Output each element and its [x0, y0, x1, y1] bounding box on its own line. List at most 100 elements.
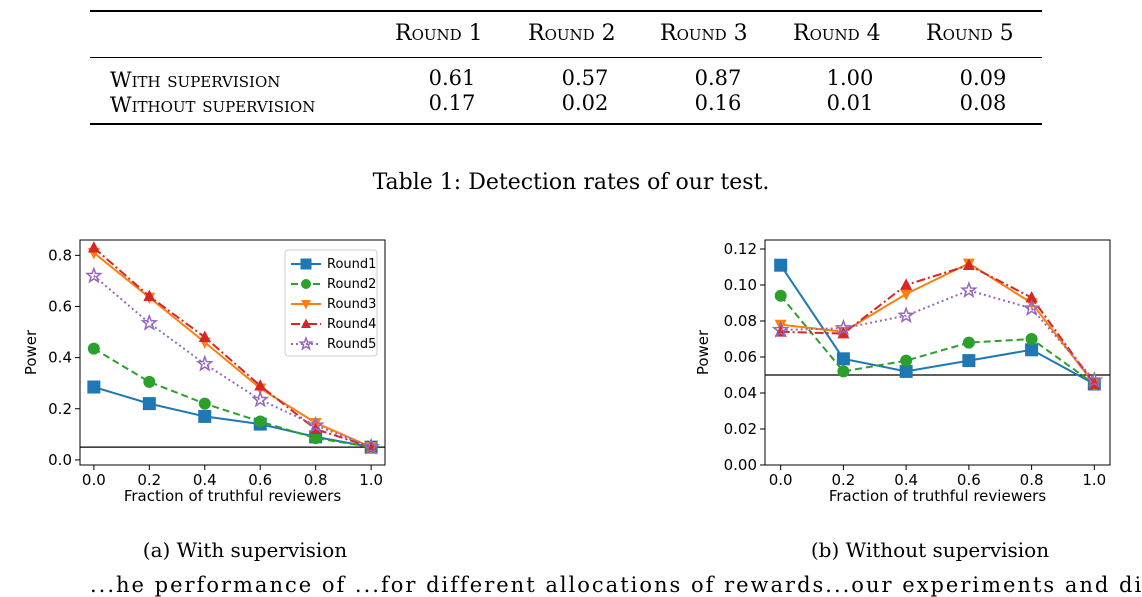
series-line — [93, 386, 372, 449]
series-line — [779, 295, 1095, 385]
row-label-with: With supervision — [110, 68, 281, 92]
legend-label: Round2 — [327, 277, 376, 292]
data-point — [899, 364, 913, 378]
data-point — [897, 306, 916, 324]
plot-a-caption: (a) With supervision — [142, 538, 348, 562]
y-tick-label: 0.02 — [724, 420, 757, 438]
series-round5 — [84, 266, 381, 455]
y-tick-label: 0.10 — [724, 276, 757, 294]
legend-box — [284, 249, 378, 357]
data-point — [254, 379, 267, 391]
legend-label: Round5 — [327, 337, 376, 352]
y-tick-label: 0.12 — [724, 240, 757, 258]
plot-b-caption: (b) Without supervision — [810, 538, 1050, 562]
col-header-round4: Round 4 — [793, 21, 881, 46]
data-point — [195, 354, 214, 372]
series-line — [93, 275, 372, 449]
data-point — [771, 320, 790, 338]
x-tick-label: 0.2 — [137, 471, 161, 489]
data-point — [962, 258, 975, 270]
y-tick-label: 0.04 — [724, 384, 757, 402]
table-cell: 0.87 — [694, 66, 742, 90]
table-bottom-rule — [90, 123, 1042, 125]
data-point — [143, 289, 156, 302]
legend-marker — [300, 258, 312, 270]
data-point — [774, 289, 787, 302]
series-line — [93, 252, 372, 449]
y-tick-label: 0.08 — [724, 312, 757, 330]
x-tick-label: 0.8 — [1020, 471, 1044, 489]
y-tick-label: 0.6 — [48, 297, 72, 315]
table-cell: 0.17 — [428, 91, 476, 115]
table-top-rule — [90, 10, 1042, 12]
table-cell: 0.08 — [959, 91, 1007, 115]
data-point — [900, 278, 913, 290]
data-point — [834, 318, 853, 336]
series-line — [780, 262, 1096, 385]
y-tick-label: 0.4 — [48, 349, 72, 367]
series-line — [780, 289, 1096, 382]
table-mid-rule — [90, 57, 1042, 58]
col-header-round3: Round 3 — [660, 21, 748, 46]
data-point — [306, 416, 325, 433]
y-tick-label: 0.00 — [724, 456, 757, 474]
data-point — [309, 432, 322, 445]
data-point — [84, 266, 103, 284]
data-point — [87, 342, 100, 355]
data-point — [140, 313, 159, 331]
data-point — [1025, 291, 1038, 303]
data-point — [900, 289, 913, 301]
plot-frame — [79, 239, 386, 466]
data-point — [251, 390, 270, 408]
data-point — [1022, 299, 1041, 316]
series-line — [780, 264, 1096, 385]
series-round1 — [774, 258, 1101, 391]
y-axis-label: Power — [694, 329, 712, 375]
plot-with-supervision: 0.0 0.2 0.4 0.6 0.8 1.00.00.20.40.60.8Fractio… — [22, 239, 386, 505]
x-tick-label: 1.0 — [359, 471, 383, 489]
table-cell: 0.02 — [561, 91, 609, 115]
data-point — [254, 415, 267, 428]
data-point — [962, 354, 976, 368]
legend: Round1 Round2 Round3 Round4 Round5 — [284, 249, 378, 357]
x-tick-label: 0.4 — [894, 471, 918, 489]
legend-marker — [301, 300, 311, 310]
table-cell: 0.61 — [428, 66, 476, 90]
data-point — [1085, 371, 1104, 388]
data-point — [142, 397, 156, 411]
table-cell: 0.16 — [694, 91, 742, 115]
data-point — [774, 258, 788, 272]
data-point — [87, 380, 101, 394]
series-line — [779, 264, 1095, 385]
y-tick-label: 0.0 — [48, 451, 72, 469]
x-tick-label: 0.0 — [82, 471, 106, 489]
plot-frame — [764, 239, 1111, 466]
data-point — [198, 397, 211, 410]
x-axis-label: Fraction of truthful reviewers — [124, 487, 342, 505]
y-tick-label: 0.06 — [724, 348, 757, 366]
legend-marker — [298, 335, 314, 351]
x-tick-label: 1.0 — [1082, 471, 1106, 489]
x-tick-label: 0.0 — [769, 471, 793, 489]
x-tick-label: 0.2 — [831, 471, 855, 489]
data-point — [836, 352, 850, 366]
data-point — [959, 281, 978, 298]
table-caption: Table 1: Detection rates of our test. — [372, 170, 770, 195]
plot-without-supervision: 0.0 0.2 0.4 0.6 0.8 1.0 0.00 0.02 0.04 0.06 0.08 0.… — [694, 239, 1111, 505]
data-point — [837, 365, 850, 378]
legend-marker — [301, 318, 311, 328]
y-tick-label: 0.8 — [48, 246, 72, 264]
y-tick-label: 0.2 — [48, 400, 72, 418]
data-point — [837, 327, 850, 339]
x-tick-label: 0.6 — [248, 471, 272, 489]
x-tick-label: 0.4 — [193, 471, 217, 489]
x-axis-label: Fraction of truthful reviewers — [829, 487, 1047, 505]
series-round5 — [771, 281, 1104, 388]
legend-label: Round4 — [327, 317, 376, 332]
col-header-round2: Round 2 — [528, 21, 616, 46]
data-point — [1025, 343, 1039, 357]
table-cell: 0.09 — [959, 66, 1007, 90]
series-round1 — [87, 380, 378, 454]
col-header-round5: Round 5 — [926, 21, 1014, 46]
data-point — [362, 437, 381, 455]
